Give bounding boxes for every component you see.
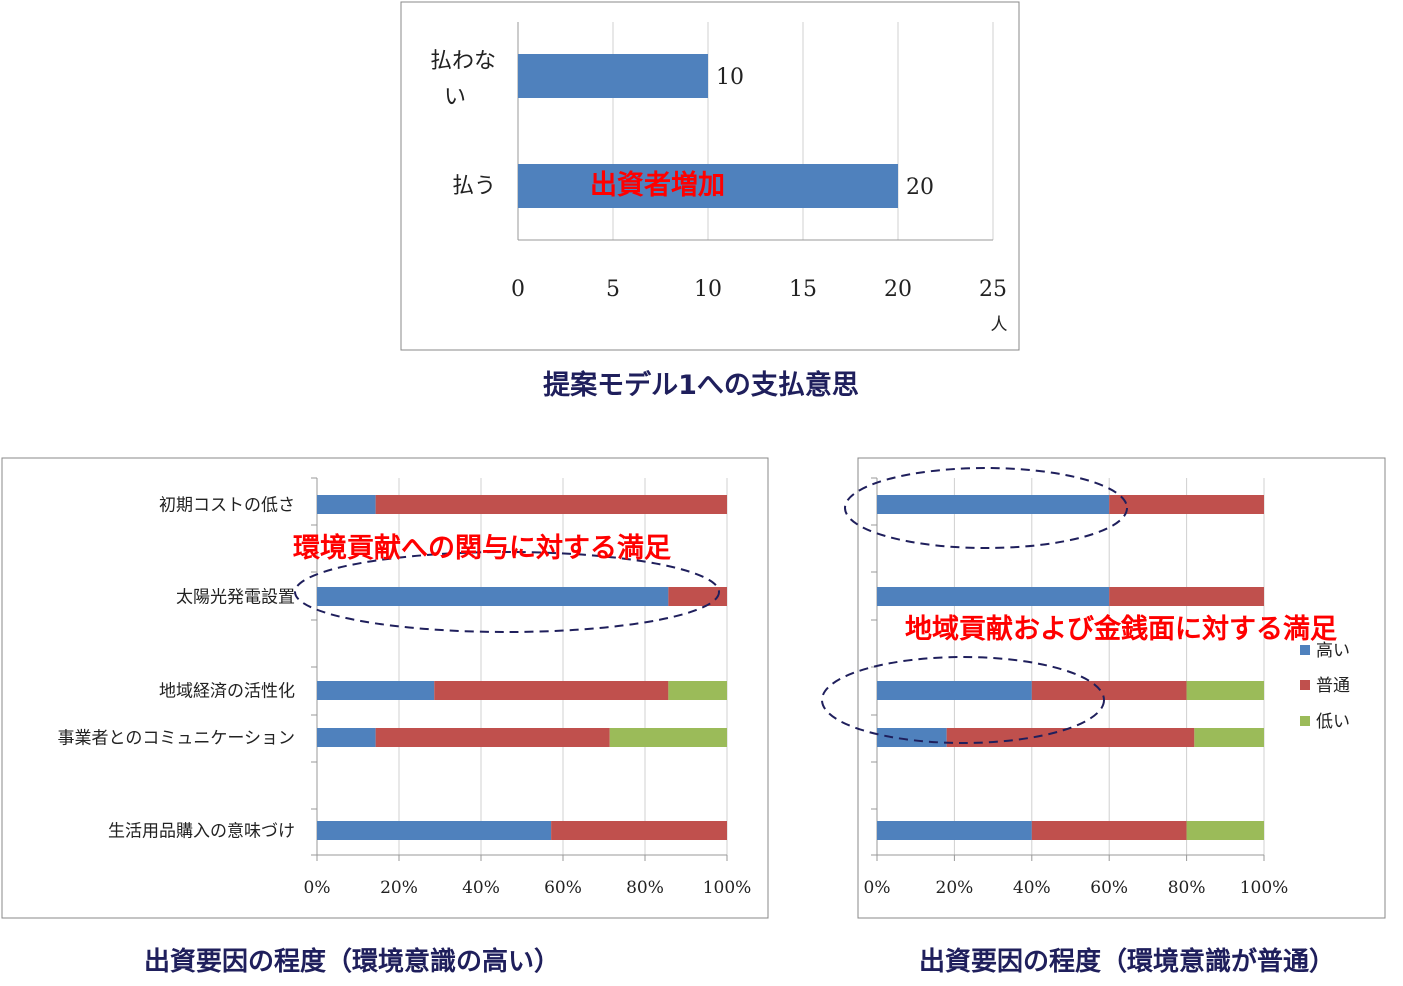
chart3-bar-segment [1031,681,1187,700]
chart2-x-tick-label: 20% [380,878,418,898]
chart1-bar [518,164,898,208]
chart2-labels: 0% 20% 40% 60% 80% 100% 初期コストの低さ太陽光発電設置地域経済の活性… [58,496,752,899]
chart3-bar-segment [877,681,1032,700]
chart1-x-tick-label: 25 [979,277,1007,302]
chart2-bar-segment [551,821,727,840]
chart1-x-tick-label: 0 [511,277,525,302]
chart2-caption: 出資要因の程度（環境意識の高い） [144,946,560,977]
chart2-bar-segment [668,681,727,700]
chart2-bar-segment [375,495,727,514]
chart3-legend-label: 普通 [1316,676,1350,696]
chart1-unit-label: 人 [991,315,1008,335]
chart3-legend-swatch [1300,716,1310,726]
chart2-highlight-ellipse [294,551,720,633]
chart2-bar-segment [668,587,727,606]
chart2-bar-segment [317,495,376,514]
chart3-x-tick-label: 40% [1013,878,1051,898]
chart1-x-tick-label: 15 [789,277,817,302]
chart2-bars [317,495,727,840]
chart3-caption: 出資要因の程度（環境意識が普通） [919,946,1335,977]
chart2-x-tick-label: 100% [703,878,752,898]
chart2-category-label: 生活用品購入の意味づけ [108,822,295,842]
chart2-category-label: 地域経済の活性化 [159,682,295,702]
chart2-annotation: 環境貢献への関与に対する満足 [293,533,671,564]
chart3-highlight-ellipse-top [844,467,1128,549]
chart1-labels: 0 5 10 15 20 25 10 20 [511,65,1007,302]
chart1-data-label: 20 [906,175,934,200]
chart3-bar-segment [1109,587,1264,606]
chart1-x-tick-label: 5 [606,277,620,302]
chart3-bar-segment [877,821,1032,840]
chart3-bar-segment [877,495,1110,514]
chart2-bar-segment [609,728,727,747]
chart3-bar-segment [1031,821,1187,840]
chart2-x-tick-label: 40% [462,878,500,898]
chart2-x-tick-label: 0% [304,878,331,898]
chart2-category-label: 事業者とのコミュニケーション [58,729,296,749]
chart3-legend-label: 低い [1316,712,1350,732]
chart3-highlight-ellipse-bottom [821,656,1105,744]
chart3-x-tick-label: 20% [936,878,974,898]
chart3-x-tick-label: 80% [1168,878,1206,898]
chart1-category-label-wrap: い [444,85,466,110]
chart1-x-tick-label: 20 [884,277,912,302]
chart3-bar-segment [946,728,1195,747]
chart3-bar-segment [1186,681,1264,700]
chart3-bar-segment [877,587,1110,606]
chart2-bar-segment [375,728,610,747]
chart3-bar-segment [1194,728,1264,747]
chart1-bars [518,54,898,208]
chart2-bar-segment [317,728,376,747]
chart3-bar-segment [1109,495,1264,514]
chart3-annotation: 地域貢献および金銭面に対する満足 [905,613,1337,645]
chart1-bar [518,54,708,98]
chart3-x-tick-label: 0% [864,878,891,898]
chart1-category-label: 払わな [430,49,496,74]
chart3-bar-segment [1186,821,1264,840]
chart3-x-tick-label: 60% [1090,878,1128,898]
chart2-bar-segment [317,821,552,840]
chart2-bar-segment [434,681,669,700]
chart2-x-tick-label: 60% [544,878,582,898]
chart3-legend-swatch [1300,680,1310,690]
chart1-annotation: 出資者増加 [590,169,725,201]
chart1-x-tick-label: 10 [694,277,722,302]
chart2-x-tick-label: 80% [626,878,664,898]
chart1-caption: 提案モデル1への支払意思 [543,369,859,401]
chart2-category-label: 太陽光発電設置 [176,588,295,608]
chart3-bars [877,495,1264,840]
chart3-legend-swatch [1300,645,1310,655]
chart2-bar-segment [317,681,435,700]
chart3-legend-label: 高い [1316,641,1350,661]
chart2-bar-segment [317,587,669,606]
chart2-category-label: 初期コストの低さ [159,496,295,516]
chart1-category-label: 払う [452,174,496,199]
chart3-bar-segment [877,728,947,747]
chart2-gridlines [311,477,728,861]
chart1-data-label: 10 [716,65,744,90]
chart3-x-tick-label: 100% [1240,878,1289,898]
chart3-labels: 0% 20% 40% 60% 80% 100% [864,878,1289,898]
